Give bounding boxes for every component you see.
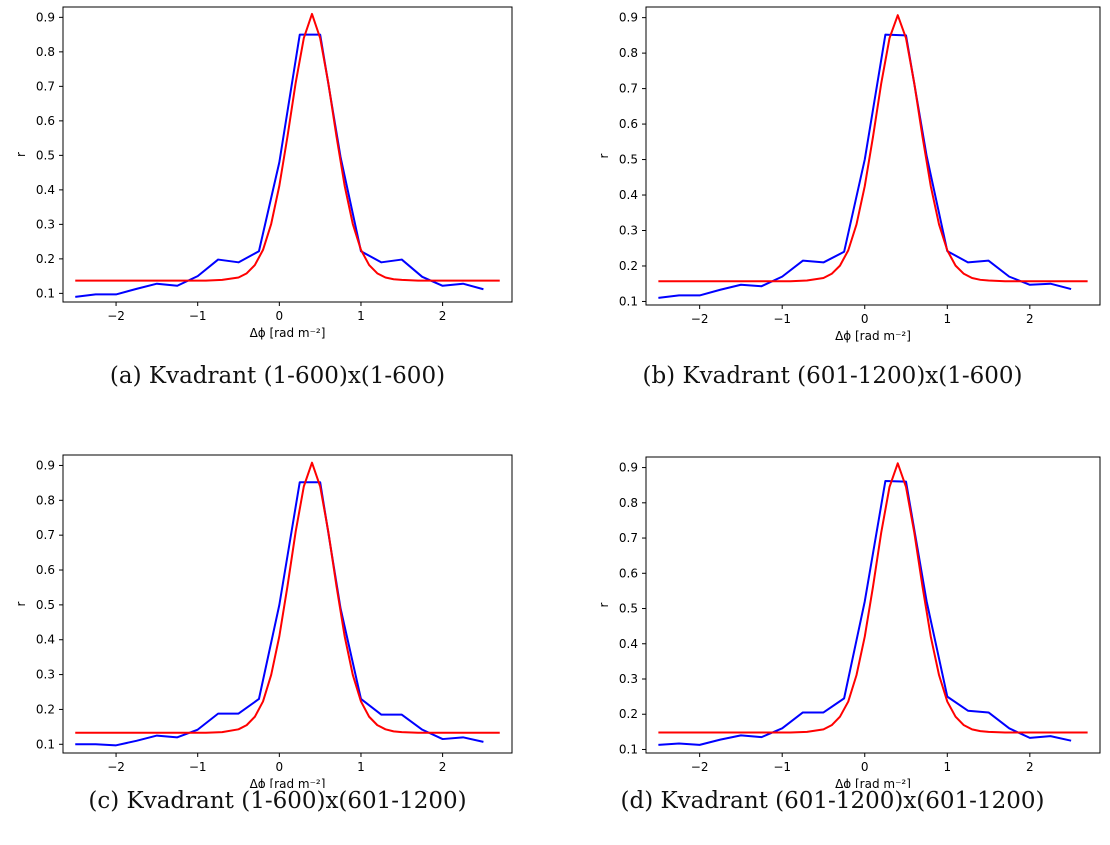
y-axis-label-b: r (597, 153, 611, 158)
y-tick-label-c: 0.8 (36, 493, 55, 507)
series-line-d-1 (658, 462, 1088, 734)
x-tick-label-d: −2 (691, 760, 709, 774)
y-tick-label-a: 0.7 (36, 79, 55, 93)
subfigure-b: −2 −1 0 1 2 0.1 0.2 0.3 0.4 0.5 0.6 0.7 0.8 0.9 Δϕ [ra… (555, 0, 1110, 422)
y-tick-label-a: 0.8 (36, 45, 55, 59)
y-tick-label-b: 0.5 (619, 153, 638, 167)
y-tick-label-c: 0.4 (36, 633, 55, 647)
y-tick-label-a: 0.5 (36, 148, 55, 162)
axes-frame-c (62, 454, 513, 754)
y-tick-label-a: 0.6 (36, 114, 55, 128)
y-tick-label-c: 0.5 (36, 598, 55, 612)
caption-a: (a) Kvadrant (1-600)x(1-600) (109, 363, 446, 389)
y-tick-label-b: 0.3 (619, 224, 638, 238)
y-tick-label-d: 0.1 (619, 742, 638, 756)
y-tick-label-a: 0.3 (36, 217, 55, 231)
y-tick-label-b: 0.4 (619, 188, 638, 202)
chart-c: −2 −1 0 1 2 0.1 0.2 0.3 0.4 0.5 0.6 0.7 0.8 0.9 Δϕ [ra… (14, 454, 513, 788)
y-tick-label-d: 0.9 (619, 461, 638, 475)
y-tick-label-a: 0.4 (36, 183, 55, 197)
series-line-d-0 (658, 479, 1072, 746)
series-line-b-0 (658, 33, 1072, 299)
x-tick-label-a: −2 (107, 309, 125, 323)
y-axis-label-a: r (14, 152, 28, 157)
y-tick-label-d: 0.4 (619, 637, 638, 651)
x-axis-label-d: Δϕ [rad m⁻²] (835, 777, 911, 788)
x-axis-label-c: Δϕ [rad m⁻²] (250, 777, 326, 788)
x-axis-label-b: Δϕ [rad m⁻²] (835, 329, 911, 343)
x-tick-label-b: −2 (691, 312, 709, 326)
x-tick-label-c: 2 (439, 760, 447, 774)
caption-b: (b) Kvadrant (601-1200)x(1-600) (642, 363, 1023, 389)
x-tick-label-c: −2 (107, 760, 125, 774)
x-tick-label-d: 1 (943, 760, 951, 774)
y-tick-label-d: 0.2 (619, 707, 638, 721)
y-tick-label-b: 0.9 (619, 11, 638, 25)
y-tick-label-a: 0.2 (36, 252, 55, 266)
y-tick-label-b: 0.7 (619, 82, 638, 96)
x-tick-label-b: 0 (861, 312, 869, 326)
subfigure-c: −2 −1 0 1 2 0.1 0.2 0.3 0.4 0.5 0.6 0.7 0.8 0.9 Δϕ [ra… (0, 423, 555, 845)
y-tick-label-b: 0.2 (619, 259, 638, 273)
subfigure-d: −2 −1 0 1 2 0.1 0.2 0.3 0.4 0.5 0.6 0.7 0.8 0.9 Δϕ [ra… (555, 423, 1110, 845)
series-line-c-0 (75, 481, 484, 747)
chart-a: −2 −1 0 1 2 0.1 0.2 0.3 0.4 0.5 0.6 0.7 0.8 0.9 Δϕ [ra… (14, 6, 513, 340)
y-tick-label-c: 0.2 (36, 702, 55, 716)
y-tick-label-c: 0.7 (36, 528, 55, 542)
y-tick-label-b: 0.1 (619, 294, 638, 308)
x-axis-label-a: Δϕ [rad m⁻²] (250, 326, 326, 340)
y-tick-label-d: 0.5 (619, 602, 638, 616)
axes-frame-b (645, 6, 1101, 306)
series-line-b-1 (658, 14, 1088, 283)
y-axis-label-c: r (14, 601, 28, 606)
x-tick-label-a: −1 (189, 309, 207, 323)
x-tick-label-d: 0 (861, 760, 869, 774)
y-axis-label-d: r (597, 602, 611, 607)
caption-c: (c) Kvadrant (1-600)x(601-1200) (88, 788, 467, 814)
y-tick-label-d: 0.3 (619, 672, 638, 686)
y-tick-label-c: 0.9 (36, 458, 55, 472)
y-tick-label-c: 0.6 (36, 563, 55, 577)
x-tick-label-c: −1 (189, 760, 207, 774)
y-tick-label-a: 0.9 (36, 10, 55, 24)
y-tick-label-b: 0.8 (619, 46, 638, 60)
x-tick-label-d: −1 (773, 760, 791, 774)
series-line-a-1 (75, 12, 500, 282)
x-tick-label-d: 2 (1026, 760, 1034, 774)
series-line-a-0 (75, 33, 484, 298)
x-tick-label-c: 0 (276, 760, 284, 774)
chart-d: −2 −1 0 1 2 0.1 0.2 0.3 0.4 0.5 0.6 0.7 0.8 0.9 Δϕ [ra… (597, 456, 1101, 788)
subfigure-a: −2 −1 0 1 2 0.1 0.2 0.3 0.4 0.5 0.6 0.7 0.8 0.9 Δϕ [ra… (0, 0, 555, 422)
y-tick-label-d: 0.6 (619, 566, 638, 580)
x-tick-label-c: 1 (357, 760, 365, 774)
x-tick-label-b: 2 (1026, 312, 1034, 326)
y-tick-label-c: 0.1 (36, 737, 55, 751)
x-tick-label-a: 1 (357, 309, 365, 323)
x-tick-label-b: −1 (773, 312, 791, 326)
y-tick-label-d: 0.8 (619, 496, 638, 510)
y-tick-label-a: 0.1 (36, 286, 55, 300)
y-tick-label-c: 0.3 (36, 668, 55, 682)
y-tick-label-d: 0.7 (619, 531, 638, 545)
x-tick-label-b: 1 (943, 312, 951, 326)
series-line-c-1 (75, 461, 500, 734)
chart-b: −2 −1 0 1 2 0.1 0.2 0.3 0.4 0.5 0.6 0.7 0.8 0.9 Δϕ [ra… (597, 6, 1101, 343)
x-tick-label-a: 0 (276, 309, 284, 323)
axes-frame-d (645, 456, 1101, 754)
caption-d: (d) Kvadrant (601-1200)x(601-1200) (620, 788, 1045, 814)
axes-frame-a (62, 6, 513, 303)
x-tick-label-a: 2 (439, 309, 447, 323)
y-tick-label-b: 0.6 (619, 117, 638, 131)
